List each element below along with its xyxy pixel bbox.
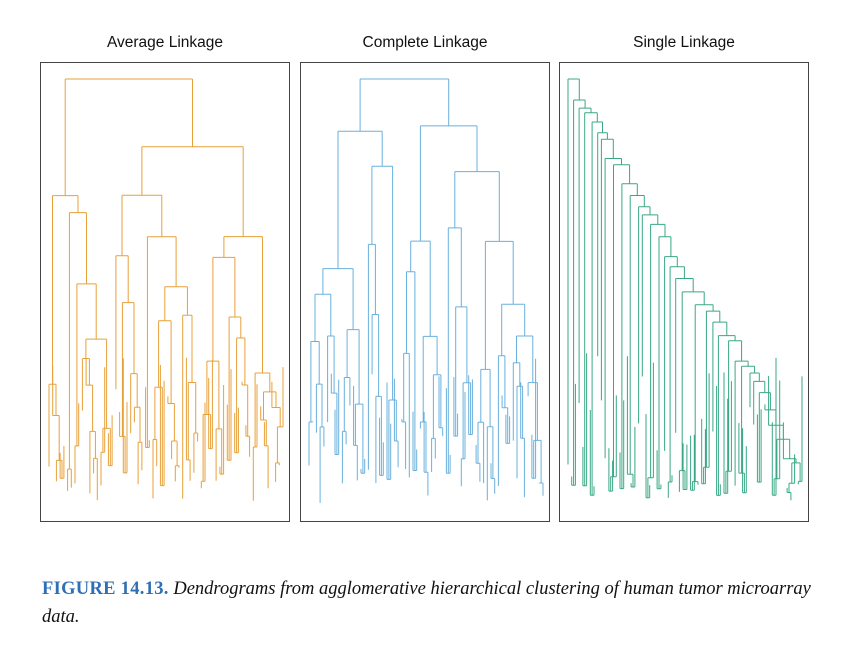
dendrogram-panel-single: [559, 62, 809, 522]
dendrogram-panel-complete: [300, 62, 550, 522]
dendrogram-branches: [48, 78, 284, 501]
dendrogram-branches: [308, 78, 544, 503]
caption-text: Dendrograms from agglomerative hierarchi…: [42, 579, 811, 627]
dendrogram-panel-average: [40, 62, 290, 522]
dendrogram-complete: [308, 78, 544, 503]
panel-title-single: Single Linkage: [633, 34, 735, 51]
dendrogram-single: [567, 78, 803, 501]
dendrogram-average: [48, 78, 284, 501]
panel-title-complete: Complete Linkage: [362, 34, 488, 51]
figure-caption: FIGURE 14.13. Dendrograms from agglomera…: [42, 575, 832, 631]
panel-title-average: Average Linkage: [106, 34, 224, 51]
dendrogram-branches: [567, 78, 803, 501]
figure-label: FIGURE 14.13.: [42, 579, 169, 599]
